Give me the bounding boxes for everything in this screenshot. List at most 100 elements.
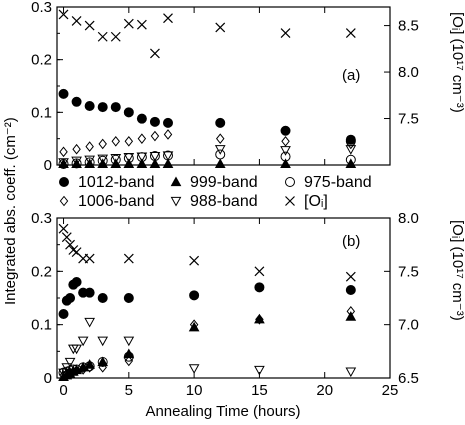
point-a-988-band: [345, 145, 357, 155]
point-a-o: [136, 19, 147, 30]
point-b-1006-band: [124, 355, 134, 367]
legend-marker: [285, 196, 295, 206]
y-tick-label-left-b: 0.3: [31, 210, 52, 227]
point-b-988-band: [64, 357, 76, 368]
y-tick-label-left-a: 0: [44, 157, 52, 174]
point-a-1006-band: [59, 146, 68, 158]
point-a-1006-band: [111, 135, 121, 147]
point-b-988-band: [345, 367, 357, 378]
point-a-999-band: [214, 158, 226, 169]
legend-label: 1006-band: [78, 193, 155, 210]
point-a-1006-band: [124, 135, 134, 147]
point-b-o: [58, 223, 69, 234]
point-b-1006-band: [72, 365, 81, 376]
point-a-988-band: [136, 152, 148, 163]
point-a-o: [110, 31, 121, 42]
point-a-o: [215, 22, 226, 33]
point-a-o: [150, 48, 160, 59]
point-a-1012-band: [136, 113, 147, 124]
legend-label: 975-band: [304, 174, 372, 191]
point-b-988-band: [71, 344, 82, 355]
point-b-975-band: [97, 357, 108, 367]
point-b-988-band: [61, 363, 73, 373]
point-a-988-band: [58, 158, 69, 168]
point-a-1006-band: [215, 133, 225, 144]
y-tick-label-left-b: 0.1: [31, 317, 52, 334]
point-b-999-band: [123, 348, 135, 359]
y-tick-label-left-b: 0.2: [31, 263, 52, 280]
point-b-975-band: [71, 364, 82, 375]
y-tick-label-left-a: 0.1: [31, 104, 52, 121]
point-b-1012-band: [84, 287, 95, 298]
point-a-975-band: [345, 154, 356, 165]
point-a-1006-band: [72, 143, 81, 155]
y-tick-label-right-b: 7.5: [398, 263, 419, 280]
point-b-988-band: [254, 365, 265, 376]
point-a-988-band: [97, 154, 109, 165]
legend-marker: [285, 177, 295, 187]
point-b-988-band: [77, 336, 89, 347]
point-a-975-band: [97, 155, 108, 166]
x-axis-label: Annealing Time (hours): [145, 403, 300, 420]
legend-marker: [59, 177, 69, 187]
y-tick-label-right-a: 8.0: [398, 64, 419, 81]
y-tick-label-right-b: 8.0: [398, 210, 419, 227]
point-a-1006-band: [346, 138, 356, 150]
y-tick-label-left-b: 0: [44, 370, 52, 387]
y-tick-label-left-a: 0.2: [31, 52, 52, 69]
legend-marker: [170, 196, 182, 207]
point-b-1006-band: [255, 314, 264, 325]
point-b-o: [123, 253, 134, 264]
point-a-1012-band: [163, 117, 173, 128]
point-a-999-band: [162, 158, 174, 169]
legend-label: 1012-band: [78, 174, 155, 191]
y-axis-right-label-a: [Oᵢ] (10¹⁷ cm⁻³): [449, 12, 465, 113]
point-a-988-band: [123, 153, 135, 163]
point-a-999-band: [123, 158, 135, 169]
point-b-o: [254, 266, 265, 277]
point-a-1006-band: [281, 135, 290, 147]
point-a-o: [97, 31, 108, 42]
point-b-o: [345, 271, 356, 282]
point-a-975-band: [84, 157, 95, 168]
point-a-1012-band: [58, 88, 69, 99]
point-b-1012-band: [71, 277, 82, 287]
y-tick-label-right-a: 7.5: [398, 111, 419, 128]
point-a-1012-band: [149, 116, 160, 127]
y-axis-left-label: Integrated abs. coeff. (cm⁻²): [2, 117, 19, 305]
x-tick-label: 20: [316, 382, 333, 399]
point-b-975-band: [84, 361, 95, 372]
point-b-975-band: [78, 362, 89, 373]
point-b-o: [84, 253, 95, 264]
point-a-1012-band: [71, 96, 82, 107]
point-b-1012-band: [345, 285, 356, 295]
point-b-988-band: [123, 336, 135, 347]
point-a-988-band: [110, 154, 122, 164]
point-a-o: [71, 16, 82, 26]
point-a-1006-band: [85, 141, 94, 152]
point-a-o: [345, 28, 356, 38]
x-tick-label: 5: [125, 382, 133, 399]
point-b-1012-band: [123, 293, 134, 303]
point-b-1012-band: [58, 309, 69, 319]
point-b-1006-band: [62, 368, 72, 380]
y-tick-label-left-a: 0.3: [31, 0, 52, 16]
point-a-1006-band: [163, 129, 173, 140]
point-a-o: [58, 9, 69, 20]
point-b-o: [189, 255, 200, 266]
point-a-1006-band: [150, 130, 160, 142]
y-tick-label-right-b: 7.0: [398, 317, 419, 334]
point-b-1012-band: [65, 293, 76, 303]
point-a-o: [163, 13, 173, 24]
point-b-1006-band: [98, 362, 107, 373]
point-b-1012-band: [97, 293, 108, 303]
point-a-988-band: [162, 151, 174, 162]
point-a-999-band: [280, 158, 291, 169]
point-a-975-band: [215, 149, 226, 160]
point-a-975-band: [280, 151, 291, 162]
point-b-988-band: [97, 336, 109, 347]
x-tick-label: 15: [251, 382, 268, 399]
x-tick-label: 25: [382, 382, 399, 399]
point-a-988-band: [149, 151, 161, 162]
